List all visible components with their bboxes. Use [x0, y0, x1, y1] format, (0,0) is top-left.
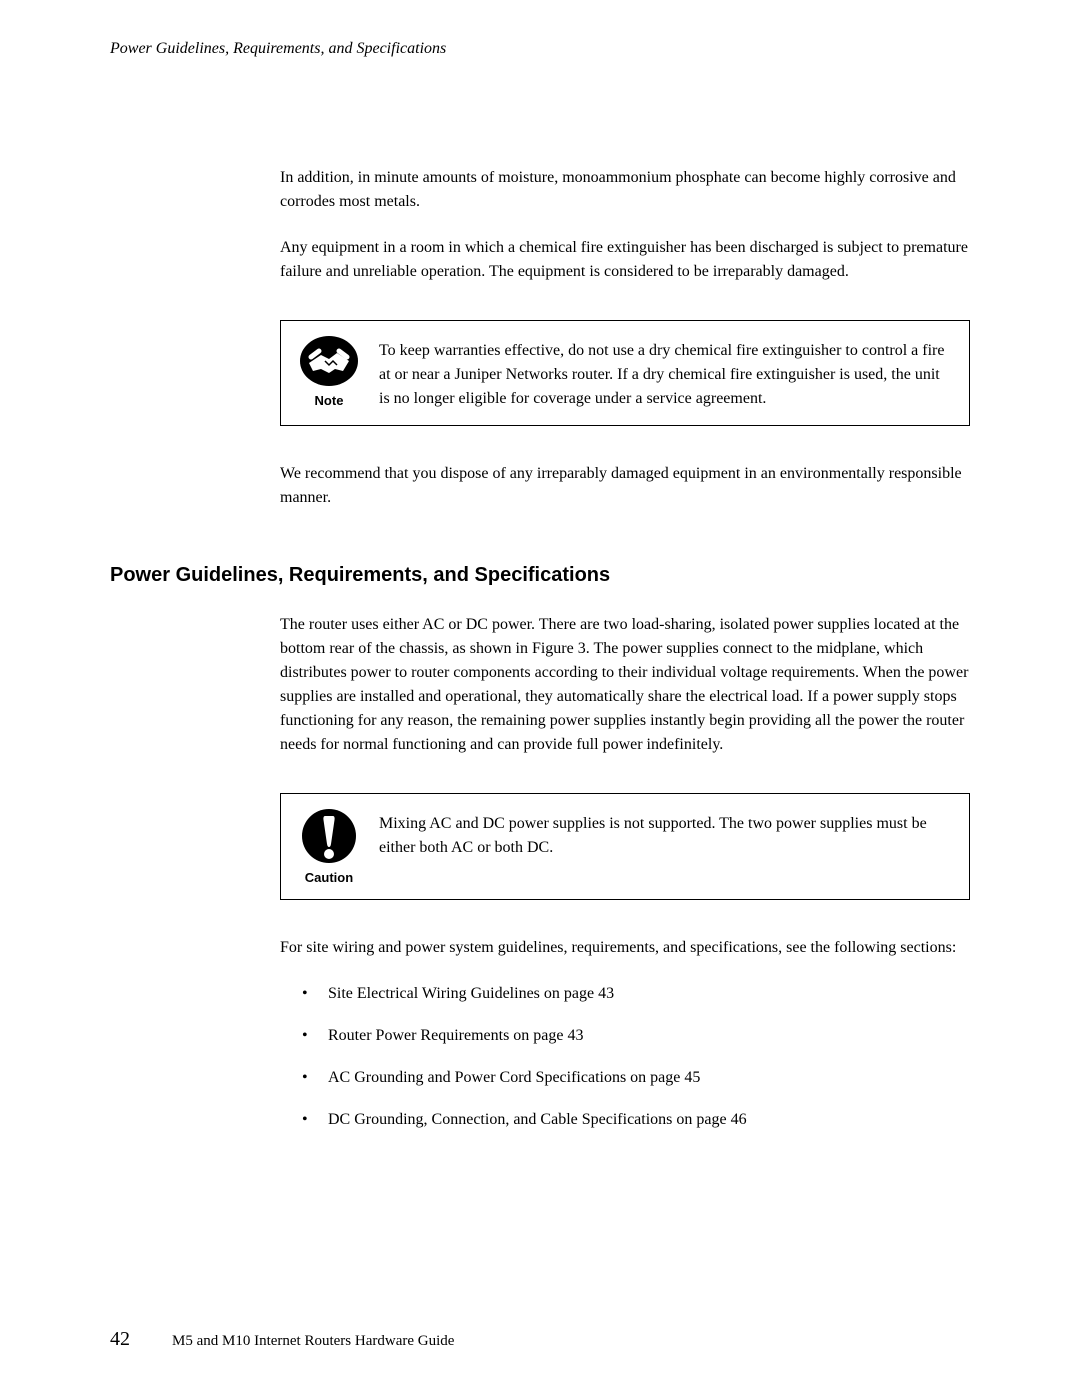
section-p1: The router uses either AC or DC power. T… — [280, 613, 970, 757]
list-item: AC Grounding and Power Cord Specificatio… — [280, 1066, 970, 1090]
page-number: 42 — [110, 1328, 130, 1351]
exclamation-icon — [301, 808, 357, 864]
caution-icon-wrap: Caution — [297, 808, 361, 885]
note-callout: Note To keep warranties effective, do no… — [280, 320, 970, 426]
note-text: To keep warranties effective, do not use… — [379, 335, 953, 411]
after-caution-para: For site wiring and power system guideli… — [280, 936, 970, 960]
section-block: The router uses either AC or DC power. T… — [280, 613, 970, 1132]
caution-callout: Caution Mixing AC and DC power supplies … — [280, 793, 970, 900]
page-footer: 42 M5 and M10 Internet Routers Hardware … — [110, 1328, 454, 1351]
caution-text: Mixing AC and DC power supplies is not s… — [379, 808, 953, 860]
list-item: Site Electrical Wiring Guidelines on pag… — [280, 982, 970, 1006]
note-icon-wrap: Note — [297, 335, 361, 408]
caution-label: Caution — [305, 870, 353, 885]
intro-block: In addition, in minute amounts of moistu… — [280, 166, 970, 510]
running-head: Power Guidelines, Requirements, and Spec… — [110, 40, 970, 58]
list-item: Router Power Requirements on page 43 — [280, 1024, 970, 1048]
intro-p2: Any equipment in a room in which a chemi… — [280, 236, 970, 284]
list-item: DC Grounding, Connection, and Cable Spec… — [280, 1108, 970, 1132]
intro-p1: In addition, in minute amounts of moistu… — [280, 166, 970, 214]
note-label: Note — [315, 393, 344, 408]
after-note-para: We recommend that you dispose of any irr… — [280, 462, 970, 510]
handshake-icon — [299, 335, 359, 387]
footer-title: M5 and M10 Internet Routers Hardware Gui… — [172, 1333, 454, 1350]
section-heading: Power Guidelines, Requirements, and Spec… — [110, 564, 970, 587]
bullet-list: Site Electrical Wiring Guidelines on pag… — [280, 982, 970, 1132]
